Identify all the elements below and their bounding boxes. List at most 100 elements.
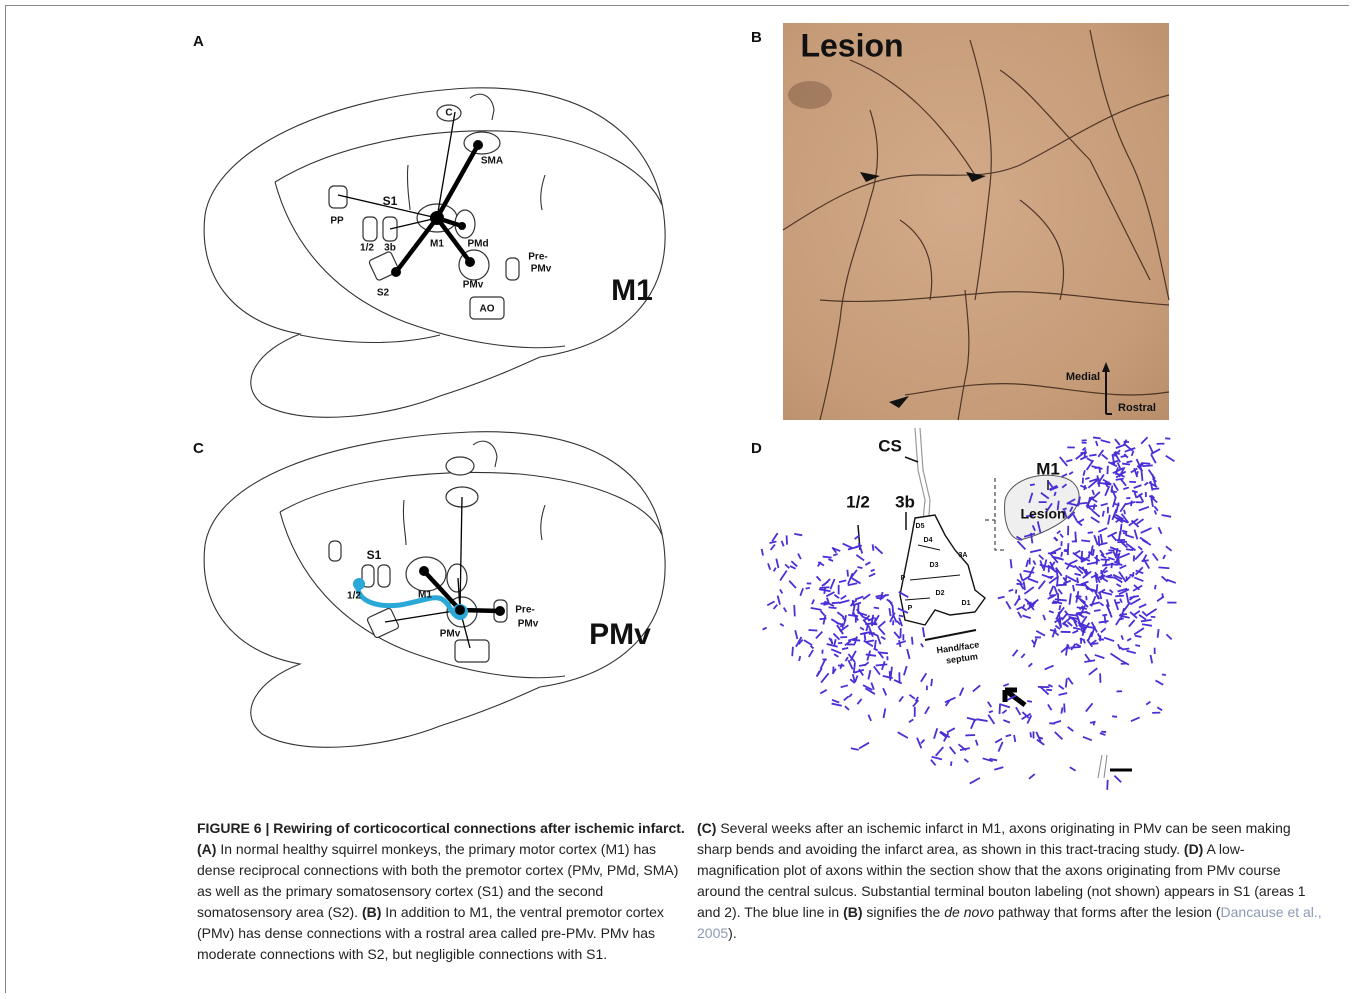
- axon-dash: [1054, 721, 1061, 723]
- axon-dash: [1134, 485, 1142, 488]
- axon-dash: [1026, 560, 1028, 567]
- axon-dash: [1159, 567, 1170, 568]
- axon-dash: [899, 616, 903, 617]
- axon-dash: [1103, 511, 1104, 517]
- axon-dash: [857, 567, 862, 568]
- axon-dash: [912, 637, 913, 645]
- axon-dash: [852, 640, 860, 641]
- axon-dash: [899, 696, 903, 701]
- axon-dash: [1113, 552, 1115, 557]
- axon-dash: [1094, 504, 1095, 510]
- axon-dash: [1120, 614, 1127, 615]
- node: [430, 211, 444, 225]
- axon-dash: [879, 628, 885, 635]
- axon-dash: [1113, 497, 1116, 507]
- axon-dash: [774, 568, 776, 572]
- axon-dash: [776, 559, 778, 568]
- axon-dash: [1150, 481, 1152, 490]
- axon-dash: [1060, 457, 1068, 466]
- axon-dash: [795, 630, 797, 639]
- caption-run: pathway that forms after the lesion (: [994, 904, 1220, 920]
- axon-dash: [772, 533, 777, 541]
- boundary: [985, 478, 1005, 550]
- caption-run: (A): [197, 841, 216, 857]
- axon-dash: [1139, 507, 1149, 511]
- axon-dash: [821, 603, 827, 604]
- axon-dash: [1083, 470, 1085, 475]
- connection: [460, 497, 462, 610]
- axon-dash: [1033, 561, 1035, 565]
- axon-dash: [1061, 707, 1062, 713]
- axon-dash: [921, 643, 923, 647]
- axon-dash: [1084, 449, 1085, 458]
- axon-dash: [1073, 553, 1082, 560]
- axon-dash: [1162, 576, 1168, 581]
- area-label: Pre-: [528, 252, 547, 263]
- axon-dash: [780, 624, 784, 626]
- axon-dash: [762, 549, 763, 556]
- axon-dash: [1067, 615, 1077, 616]
- axon-dash: [1068, 543, 1069, 555]
- area: [447, 564, 467, 592]
- axon-dash: [859, 665, 865, 666]
- axon-dash: [865, 623, 876, 624]
- sulcus: [403, 500, 406, 545]
- axon-dash: [1126, 549, 1133, 550]
- axon-dash: [925, 707, 929, 714]
- axon-dash: [834, 595, 839, 598]
- axon-dash: [894, 632, 900, 639]
- axon-dash: [1092, 643, 1098, 644]
- axon-dash: [1100, 603, 1103, 606]
- axon-dash: [841, 596, 847, 600]
- area-label: SMA: [481, 156, 503, 167]
- axon-dash: [1073, 628, 1080, 630]
- panel-title: M1: [611, 274, 653, 307]
- axon-dash: [851, 748, 859, 750]
- axon-dash: [817, 576, 821, 580]
- axon-dash: [1121, 479, 1126, 486]
- panel-a: A C SMA S1 PP 1/2 3b: [193, 33, 665, 417]
- axon-dash: [1159, 527, 1162, 534]
- axon-dash: [1081, 540, 1090, 541]
- axon-dash: [1029, 663, 1033, 666]
- axon-dash: [1015, 598, 1019, 605]
- axon-dash: [1096, 441, 1098, 446]
- area-label: C: [445, 108, 452, 119]
- axon-dash: [1119, 618, 1124, 619]
- axon-dash: [875, 640, 876, 648]
- region-label: CS: [878, 436, 902, 455]
- axon-dash: [1013, 650, 1018, 656]
- caption-text: (A) In normal healthy squirrel monkeys, …: [197, 839, 685, 965]
- axon-dash: [893, 620, 894, 625]
- figure: A C SMA S1 PP 1/2 3b: [0, 0, 1355, 800]
- axon-dash: [868, 715, 871, 721]
- axon-dash: [841, 685, 848, 687]
- axon-dash: [931, 760, 936, 766]
- axon-dash: [1124, 602, 1130, 611]
- axon-dash: [1116, 445, 1125, 448]
- axon-dash: [1162, 515, 1171, 517]
- axon-dash: [828, 559, 833, 561]
- axon-dash: [1123, 487, 1129, 489]
- axon-dash: [829, 607, 837, 608]
- axon-dash: [998, 597, 1005, 598]
- axon-dash: [837, 612, 844, 617]
- axon-dash: [854, 662, 855, 673]
- axon-dash: [855, 676, 858, 683]
- axon-dash: [1027, 701, 1032, 702]
- caption-title: FIGURE 6 | Rewiring of corticocortical c…: [197, 818, 685, 839]
- axon-dash: [794, 605, 795, 616]
- area: [506, 258, 519, 280]
- axon-dash: [1036, 631, 1045, 636]
- axon-dash: [1125, 535, 1133, 538]
- axon-dash: [1088, 553, 1089, 558]
- axon-dash: [1122, 649, 1129, 650]
- axon-dash: [1059, 693, 1068, 695]
- axon-dash: [1126, 461, 1132, 462]
- caption-run: (B): [843, 904, 862, 920]
- axon-dash: [1094, 535, 1097, 545]
- area-label: S1: [367, 548, 382, 562]
- axon-dash: [1074, 574, 1080, 576]
- axon-dash: [1139, 604, 1146, 607]
- axon-dash: [857, 699, 861, 704]
